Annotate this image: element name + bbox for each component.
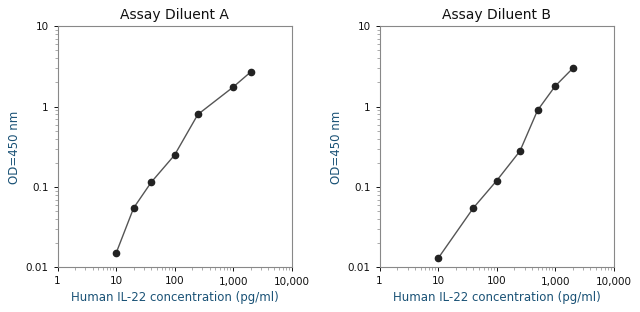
Y-axis label: OD=450 nm: OD=450 nm [330,110,344,183]
X-axis label: Human IL-22 concentration (pg/ml): Human IL-22 concentration (pg/ml) [70,291,278,304]
Title: Assay Diluent B: Assay Diluent B [442,8,551,22]
Title: Assay Diluent A: Assay Diluent A [120,8,229,22]
Y-axis label: OD=450 nm: OD=450 nm [8,110,21,183]
X-axis label: Human IL-22 concentration (pg/ml): Human IL-22 concentration (pg/ml) [393,291,600,304]
